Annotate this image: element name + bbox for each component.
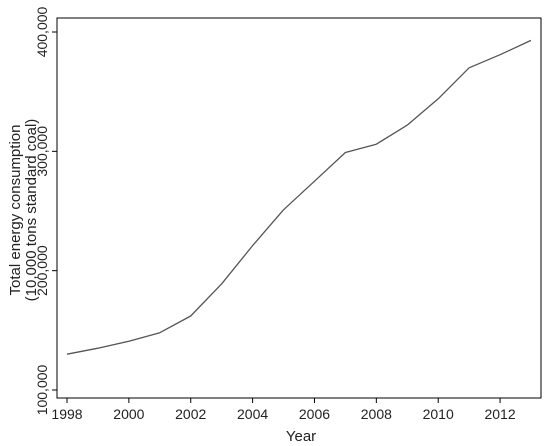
x-tick-label: 2012 bbox=[484, 406, 515, 422]
y-axis-title: Total energy consumption (10,000 tons st… bbox=[7, 119, 40, 302]
x-tick-label: 1998 bbox=[51, 406, 82, 422]
y-tick-label: 400,000 bbox=[34, 6, 50, 57]
y-tick-label: 200,000 bbox=[34, 245, 50, 296]
y-axis: 100,000 200,000 300,000 400,000 bbox=[34, 6, 57, 415]
y-axis-title-line-1: Total energy consumption bbox=[7, 125, 24, 296]
series-line bbox=[66, 39, 532, 355]
x-axis: 1998 2000 2002 2004 2006 2008 2010 2012 bbox=[51, 398, 516, 422]
plot-frame bbox=[56, 17, 542, 399]
x-axis-title: Year bbox=[286, 428, 316, 445]
series-layer bbox=[66, 39, 532, 355]
x-tick-label: 2008 bbox=[361, 406, 392, 422]
x-tick-label: 2000 bbox=[113, 406, 144, 422]
y-tick-label: 100,000 bbox=[34, 364, 50, 415]
x-tick-label: 2002 bbox=[175, 406, 206, 422]
x-tick-label: 2006 bbox=[299, 406, 330, 422]
y-tick-label: 300,000 bbox=[34, 126, 50, 177]
x-tick-label: 2010 bbox=[423, 406, 454, 422]
plot-border bbox=[56, 17, 542, 399]
x-tick-label: 2004 bbox=[237, 406, 268, 422]
y-axis-title-line-2: (10,000 tons standard coal) bbox=[23, 119, 40, 302]
